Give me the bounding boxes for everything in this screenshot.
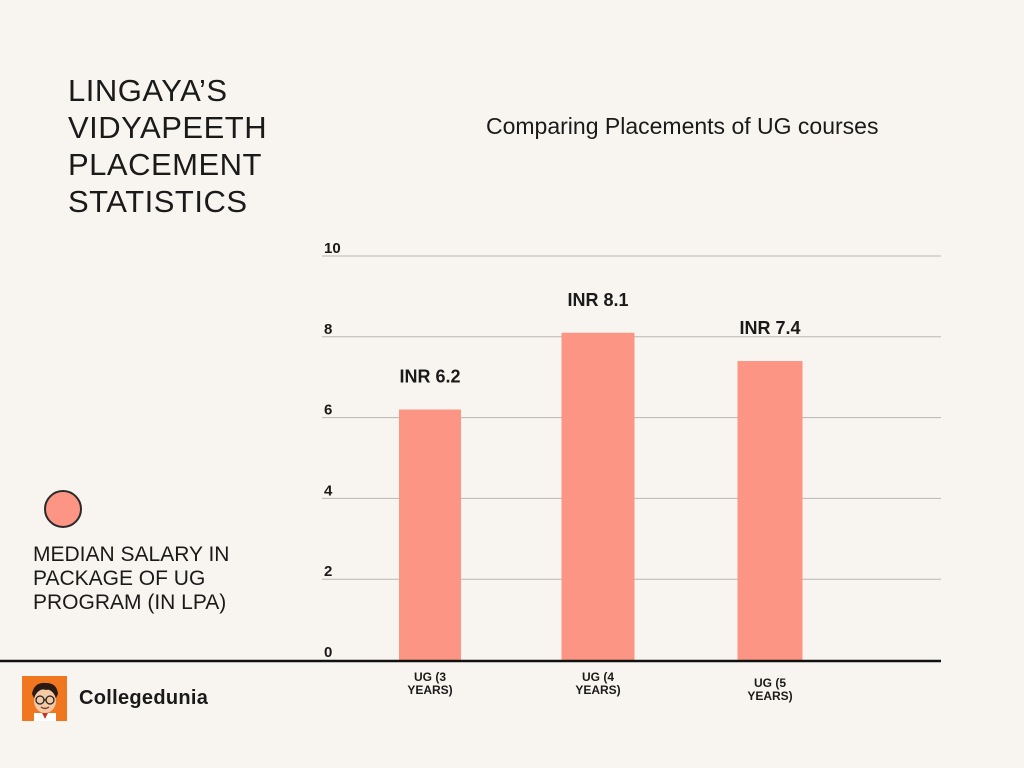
y-tick-label: 6	[324, 402, 332, 419]
bar-1	[399, 409, 461, 660]
x-category-label: UG (5 YEARS)	[747, 676, 792, 703]
x-axis-categories: UG (3 YEARS) UG (4 YEARS) UG (5 YEARS)	[407, 670, 792, 703]
x-category-label: UG (3 YEARS)	[407, 670, 452, 697]
data-label: INR 6.2	[399, 367, 460, 387]
y-tick-label: 0	[324, 644, 332, 661]
brand-name: Collegedunia	[79, 687, 209, 709]
bar-3	[737, 361, 803, 660]
collegedunia-logo-icon	[22, 676, 67, 721]
data-labels: INR 6.2 INR 8.1 INR 7.4	[399, 290, 800, 387]
y-axis-ticks: 0 2 4 6 8 10	[324, 240, 341, 661]
data-label: INR 7.4	[739, 318, 800, 338]
page-title: LINGAYA’S VIDYAPEETH PLACEMENT STATISTIC…	[68, 73, 268, 219]
brand: Collegedunia	[22, 676, 208, 721]
y-tick-label: 8	[324, 321, 332, 338]
x-category-label: UG (4 YEARS)	[575, 670, 620, 697]
y-tick-label: 2	[324, 563, 332, 580]
chart-subtitle: Comparing Placements of UG courses	[486, 113, 879, 139]
data-label: INR 8.1	[567, 290, 628, 310]
y-tick-label: 4	[324, 482, 333, 499]
legend-swatch	[44, 490, 82, 528]
bar-2	[561, 332, 635, 660]
y-tick-label: 10	[324, 240, 341, 257]
chart-bars	[399, 332, 803, 660]
legend-label: MEDIAN SALARY IN PACKAGE OF UG PROGRAM (…	[33, 543, 230, 614]
